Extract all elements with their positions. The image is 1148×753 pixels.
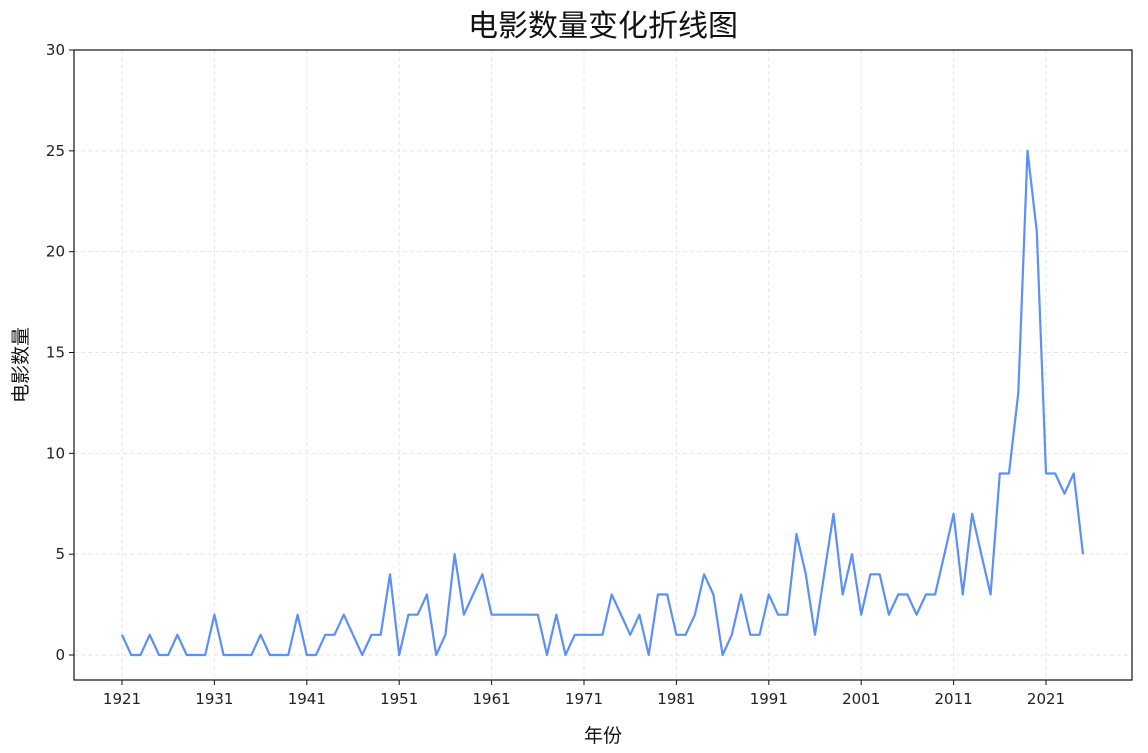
x-tick-label: 1931 — [195, 690, 233, 708]
x-tick-label: 2011 — [935, 690, 973, 708]
x-tick-label: 1971 — [565, 690, 603, 708]
y-tick-label: 0 — [55, 646, 65, 664]
y-axis-label: 电影数量 — [10, 327, 32, 403]
series-line — [120, 149, 1085, 657]
y-tick-label: 15 — [46, 344, 65, 362]
x-tick-label: 1921 — [103, 690, 141, 708]
y-tick-label: 30 — [46, 41, 65, 59]
x-axis-label: 年份 — [584, 725, 622, 747]
x-tick-label: 1961 — [473, 690, 511, 708]
x-tick-label: 1951 — [380, 690, 418, 708]
x-tick-label: 2001 — [842, 690, 880, 708]
chart-title: 电影数量变化折线图 — [468, 9, 738, 44]
grid-lines — [74, 49, 1132, 680]
axis-ticks: 1921 1931 1941 1951 1961 1971 1981 1991 2001 2011… — [46, 41, 1065, 708]
y-tick-label: 10 — [46, 444, 65, 462]
y-tick-label: 20 — [46, 243, 65, 261]
y-tick-label: 25 — [46, 142, 65, 160]
plot-frame — [73, 49, 1133, 681]
y-tick-label: 5 — [55, 545, 65, 563]
x-tick-label: 2021 — [1027, 690, 1065, 708]
x-tick-label: 1991 — [750, 690, 788, 708]
x-tick-label: 1941 — [288, 690, 326, 708]
x-tick-label: 1981 — [657, 690, 695, 708]
